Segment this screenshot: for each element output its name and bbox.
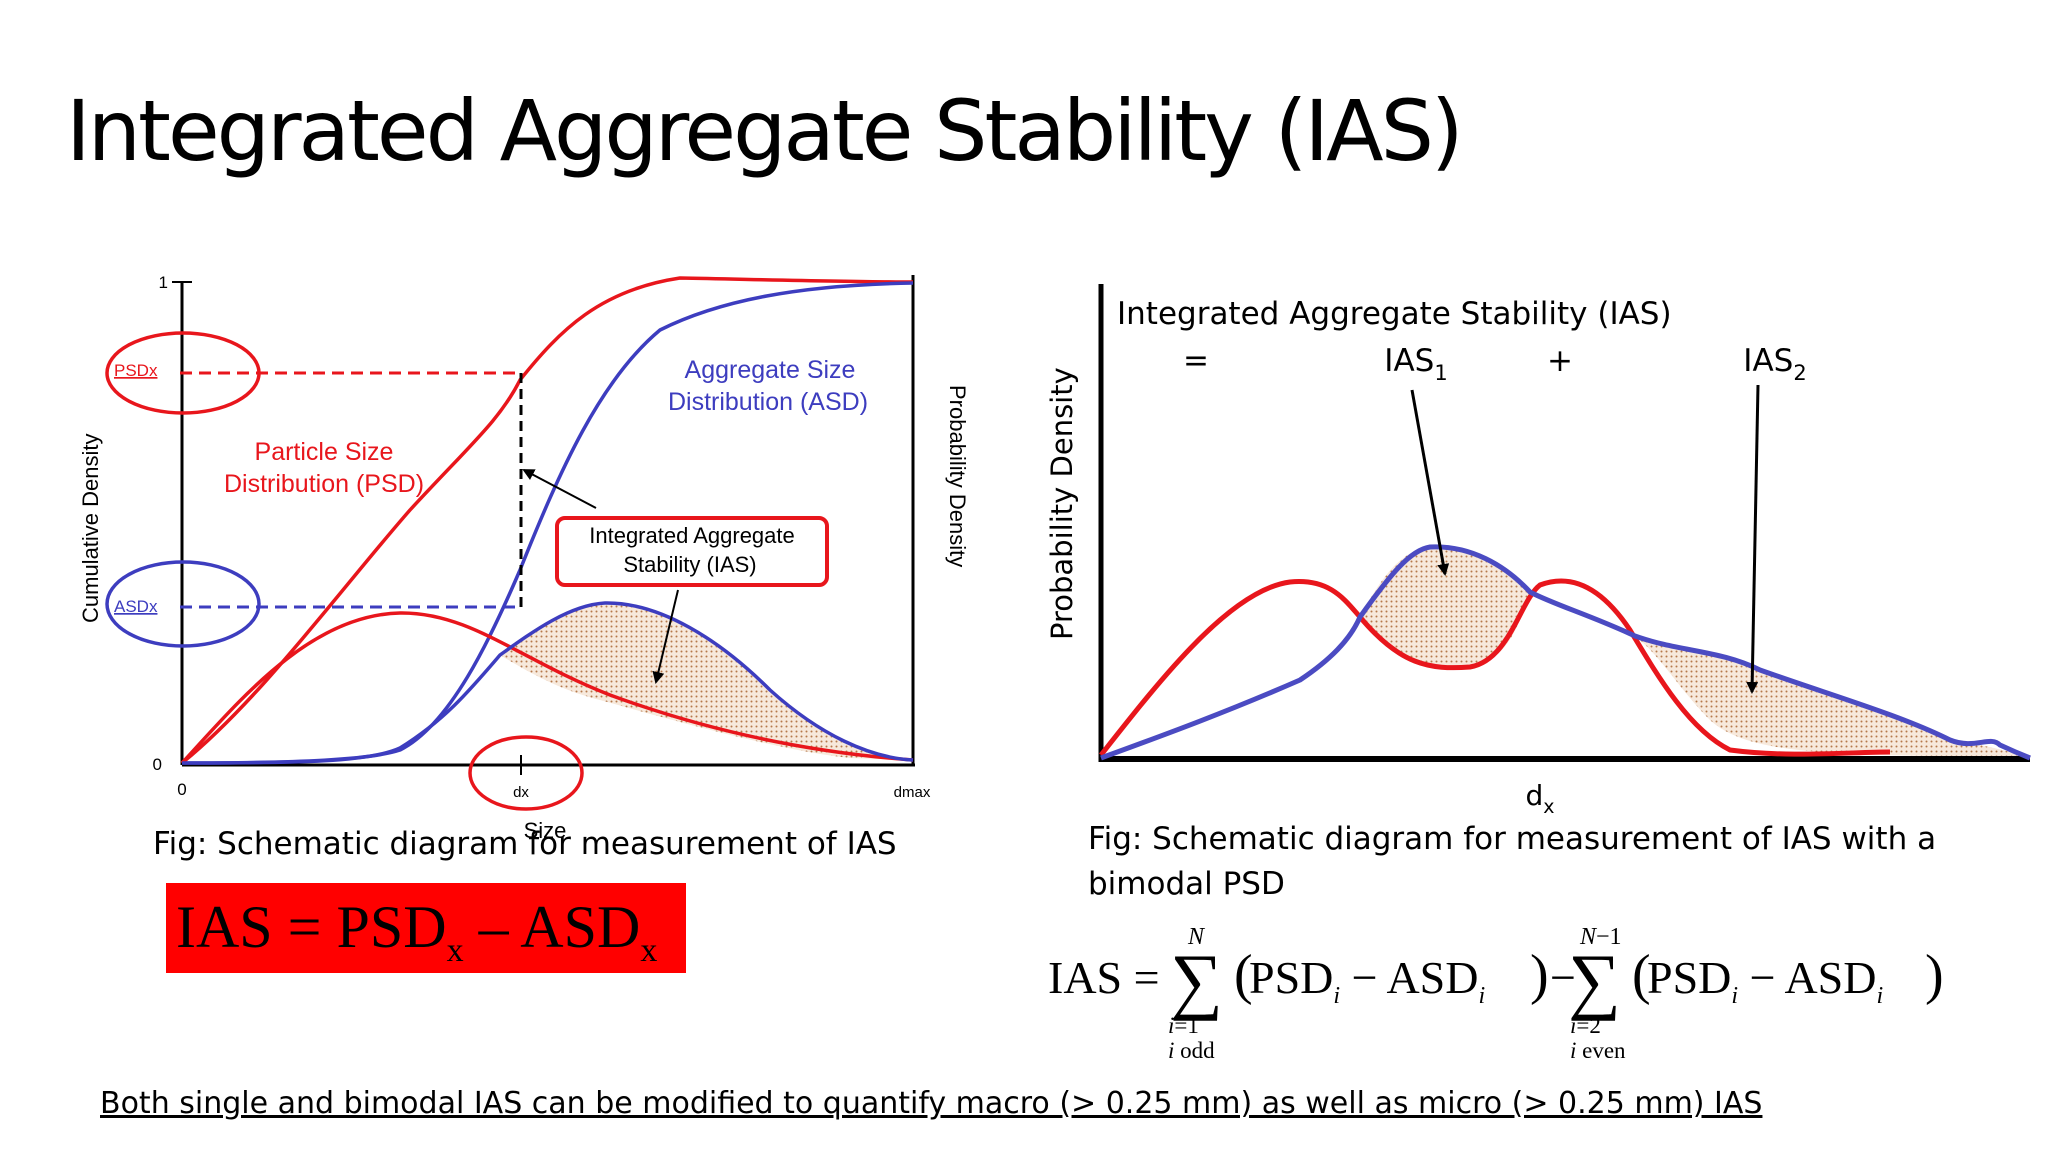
x-tick-0: 0: [177, 780, 186, 799]
psd-density-curve: [180, 611, 914, 765]
ias-label-line2: Stability (IAS): [623, 552, 756, 577]
svg-text:i odd: i odd: [1168, 1038, 1215, 1063]
psd-label-line2: Distribution (PSD): [224, 470, 424, 498]
svg-text:−: −: [1550, 952, 1576, 1003]
x-tick-dx: dx: [513, 784, 529, 801]
psdx-marker-label: PSDx: [114, 361, 158, 380]
psdx-marker-ellipse: [105, 331, 261, 415]
right-caption-line2: bimodal PSD: [1088, 866, 1285, 902]
bimodal-equation: IAS = ∑ N i=1 i odd ( PSDi − ASDi ) − ∑ …: [1048, 924, 1944, 1063]
svg-text:i=1: i=1: [1168, 1013, 1199, 1038]
right-plus: +: [1547, 343, 1573, 379]
left-y-axis-label: Cumulative Density: [78, 433, 103, 623]
svg-text:PSDi − ASDi: PSDi − ASDi: [1647, 952, 1883, 1009]
right-header: Integrated Aggregate Stability (IAS): [1117, 296, 1672, 332]
slide-title: Integrated Aggregate Stability (IAS): [66, 82, 1464, 180]
y-tick-0: 0: [153, 755, 162, 774]
svg-text:∑: ∑: [1568, 940, 1621, 1022]
svg-text:(: (: [1234, 944, 1253, 1006]
asd-label-line2: Distribution (ASD): [668, 388, 868, 416]
asdx-marker-label: ASDx: [114, 597, 158, 616]
svg-text:N: N: [1187, 924, 1206, 950]
left-figure: 1 0 0 dx dmax Size Cumulative Density Pr…: [78, 273, 970, 843]
asd-bimodal-curve: [1100, 544, 2031, 761]
svg-text:): ): [1925, 944, 1944, 1006]
psd-label-line1: Particle Size: [255, 438, 394, 466]
right-figure: Integrated Aggregate Stability (IAS) = I…: [1045, 284, 2031, 1063]
svg-text:i even: i even: [1570, 1038, 1626, 1063]
asd-label-line1: Aggregate Size: [685, 356, 856, 384]
ias-shaded-area: [500, 602, 910, 760]
left-x-axis-label: Size: [524, 818, 567, 843]
svg-text:N−1: N−1: [1579, 924, 1622, 950]
footnote: Both single and bimodal IAS can be modif…: [100, 1086, 1763, 1121]
asdx-marker-ellipse: [105, 560, 261, 648]
svg-text:IAS =: IAS =: [1048, 952, 1160, 1003]
svg-text:PSDi − ASDi: PSDi − ASDi: [1249, 952, 1485, 1009]
ias-arrow-to-area: [652, 589, 679, 684]
dx-marker-ellipse: [468, 735, 584, 811]
ias-label-box: [555, 516, 829, 587]
svg-text:): ): [1530, 944, 1549, 1006]
ias1-arrow: [1410, 389, 1450, 576]
y-tick-1: 1: [159, 273, 168, 292]
right-caption-line1: Fig: Schematic diagram for measurement o…: [1088, 821, 1937, 857]
svg-text:i=2: i=2: [1570, 1013, 1601, 1038]
psd-bimodal-curve: [1099, 578, 1891, 757]
right-x-axis-label: dx: [1525, 779, 1554, 818]
right-y-axis-label: Probability Density: [1045, 367, 1079, 640]
x-tick-dmax: dmax: [894, 784, 931, 801]
svg-text:∑: ∑: [1170, 940, 1223, 1022]
ias-label-line1: Integrated Aggregate: [589, 523, 795, 548]
right-equals: =: [1183, 343, 1209, 379]
ias-arrow-to-guide: [522, 469, 597, 509]
ias1-label: IAS1: [1384, 343, 1447, 385]
svg-text:(: (: [1632, 944, 1651, 1006]
left-y2-axis-label: Probability Density: [945, 385, 970, 567]
ias2-label: IAS2: [1743, 343, 1806, 385]
ias2-arrow: [1746, 384, 1760, 694]
left-caption: Fig: Schematic diagram for measurement o…: [153, 826, 897, 862]
ias1-shaded-area: [1360, 546, 1530, 668]
ias-equation-box: IAS = PSDx – ASDx: [166, 883, 686, 973]
asd-density-curve: [181, 601, 914, 765]
